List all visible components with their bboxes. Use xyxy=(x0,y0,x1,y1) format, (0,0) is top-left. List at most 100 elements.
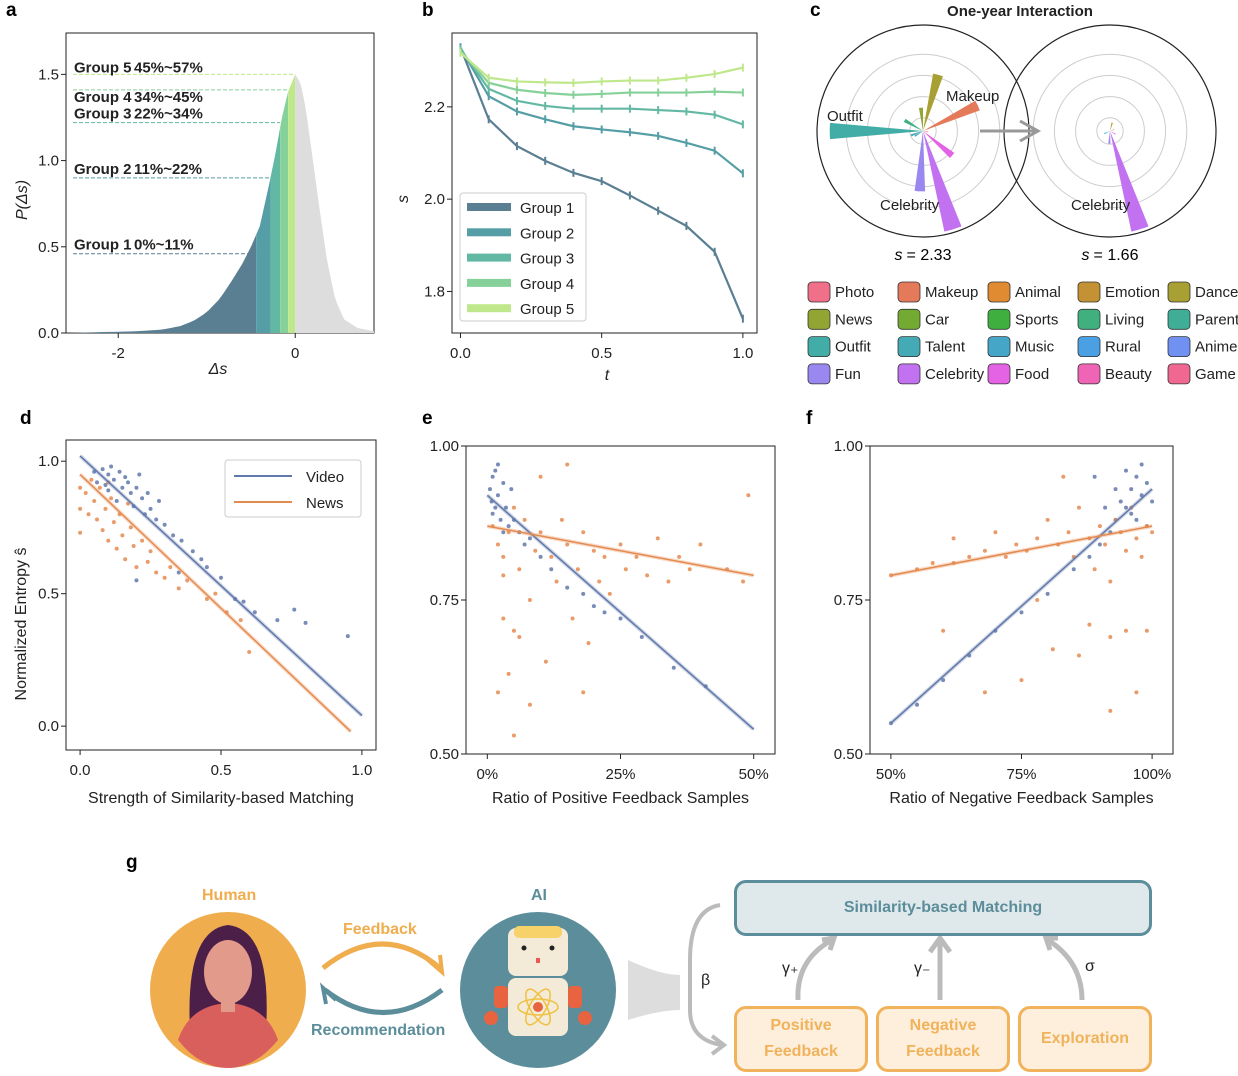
scatter-point-news xyxy=(565,462,570,467)
y-tick-label: 0.50 xyxy=(834,746,863,763)
legend-label: Music xyxy=(1015,339,1055,356)
scatter-point-news xyxy=(213,591,218,596)
atom-icon xyxy=(525,988,551,1026)
panel-label: a xyxy=(6,0,17,21)
density-area-rest xyxy=(295,74,374,334)
group-label: Group 4 xyxy=(74,89,132,106)
legend-swatch xyxy=(807,363,831,385)
exploration-label: Exploration xyxy=(1040,1030,1129,1047)
legend-swatch xyxy=(897,363,921,385)
x-tick-label: 0.0 xyxy=(450,345,471,362)
legend-label: Celebrity xyxy=(925,366,985,383)
scatter-point-news xyxy=(1108,634,1113,639)
petal-celebrity xyxy=(1110,131,1149,232)
scatter-point-video xyxy=(106,472,111,477)
x-tick-label: 0.5 xyxy=(591,345,612,362)
scatter-point-video xyxy=(915,702,920,707)
scatter-point-video xyxy=(618,616,623,621)
petal-fun xyxy=(1108,131,1111,144)
legend-swatch xyxy=(467,278,511,287)
legend-swatch xyxy=(1167,363,1191,385)
scatter-point-news xyxy=(120,533,125,538)
scatter-point-news xyxy=(741,579,746,584)
petal-makeup xyxy=(1110,129,1115,131)
legend-swatch xyxy=(1167,281,1191,303)
y-tick-label: 1.5 xyxy=(38,66,59,83)
legend-label: News xyxy=(835,311,873,328)
scatter-point-news xyxy=(597,579,602,584)
panel-label: f xyxy=(806,408,813,429)
legend-label: Sports xyxy=(1015,311,1058,328)
x-tick-label: 75% xyxy=(1006,766,1036,783)
y-axis-label: s xyxy=(395,195,412,203)
scatter-point-video xyxy=(1118,499,1123,504)
legend-swatch xyxy=(807,308,831,330)
group-label: Group 1 xyxy=(74,237,132,254)
legend-label: Makeup xyxy=(925,284,978,301)
scatter-point-video xyxy=(292,607,297,612)
feedback-arrow xyxy=(321,941,442,970)
scatter-point-news xyxy=(549,554,554,559)
scatter-point-news xyxy=(238,618,243,623)
scatter-point-news xyxy=(106,538,111,543)
scatter-point-video xyxy=(154,517,159,522)
scatter-point-video xyxy=(171,533,176,538)
scatter-point-video xyxy=(190,549,195,554)
scatter-point-news xyxy=(1087,622,1092,627)
y-axis-label: P(Δs) xyxy=(14,180,31,220)
scatter-point-news xyxy=(131,543,136,548)
scatter-point-news xyxy=(506,530,511,535)
scatter-point-news xyxy=(185,578,190,583)
scatter-point-news xyxy=(162,575,167,580)
petal-label: Outfit xyxy=(827,108,864,125)
scatter-point-video xyxy=(103,483,108,488)
scatter-point-news xyxy=(1139,554,1144,559)
arrow-head-icon xyxy=(1019,119,1042,143)
group-label: Group 2 xyxy=(74,161,132,178)
scatter-point-news xyxy=(100,528,105,533)
legend-label: Fun xyxy=(835,366,861,383)
scatter-point-news xyxy=(1134,690,1139,695)
recommendation-arrow xyxy=(323,988,444,1015)
scatter-point-news xyxy=(148,549,153,554)
legend-swatch xyxy=(1167,308,1191,330)
scatter-point-video xyxy=(134,578,139,583)
scatter-point-news xyxy=(1014,542,1019,547)
y-tick-label: 0.0 xyxy=(38,325,59,342)
scatter-point-video xyxy=(199,557,204,562)
scatter-point-news xyxy=(1076,653,1081,658)
recommendation-label: Recommendation xyxy=(311,1022,446,1039)
scatter-point-news xyxy=(176,586,181,591)
petal-dance xyxy=(1110,122,1113,131)
scatter-point-news xyxy=(1045,517,1050,522)
scatter-point-news xyxy=(1035,598,1040,602)
legend-label: Food xyxy=(1015,366,1049,383)
exploration-box: Exploration xyxy=(1018,1006,1152,1072)
scatter-point-video xyxy=(1097,542,1102,547)
scatter-point-news xyxy=(78,530,83,535)
scatter-point-news xyxy=(1019,678,1024,683)
entropy-caption: s = 2.33 xyxy=(895,247,952,264)
legend-label: Animal xyxy=(1015,284,1061,301)
scatter-point-news xyxy=(698,542,703,547)
scatter-point-video xyxy=(1045,591,1050,596)
beta-bracket-arrow xyxy=(688,903,723,1047)
legend-swatch xyxy=(1077,336,1101,358)
x-axis-label: Strength of Similarity-based Matching xyxy=(88,790,354,807)
scatter-point-news xyxy=(111,520,116,525)
fit-line-news xyxy=(79,473,352,732)
scatter-point-news xyxy=(575,567,580,572)
y-tick-label: 1.00 xyxy=(834,438,863,455)
legend-swatch xyxy=(987,363,1011,385)
fit-line-video xyxy=(890,488,1153,724)
similarity-matching-label: Similarity-based Matching xyxy=(843,899,1043,916)
scatter-point-video xyxy=(1103,505,1108,510)
scatter-point-news xyxy=(533,548,538,553)
scatter-point-video xyxy=(106,488,111,493)
legend-swatch xyxy=(467,304,511,313)
negative-feedback-box: Negative Feedback xyxy=(876,1006,1010,1072)
legend-swatch xyxy=(807,336,831,358)
entropy-caption: s = 1.66 xyxy=(1082,247,1139,264)
series-line-group-4 xyxy=(459,50,743,96)
scatter-point-video xyxy=(1150,499,1155,504)
